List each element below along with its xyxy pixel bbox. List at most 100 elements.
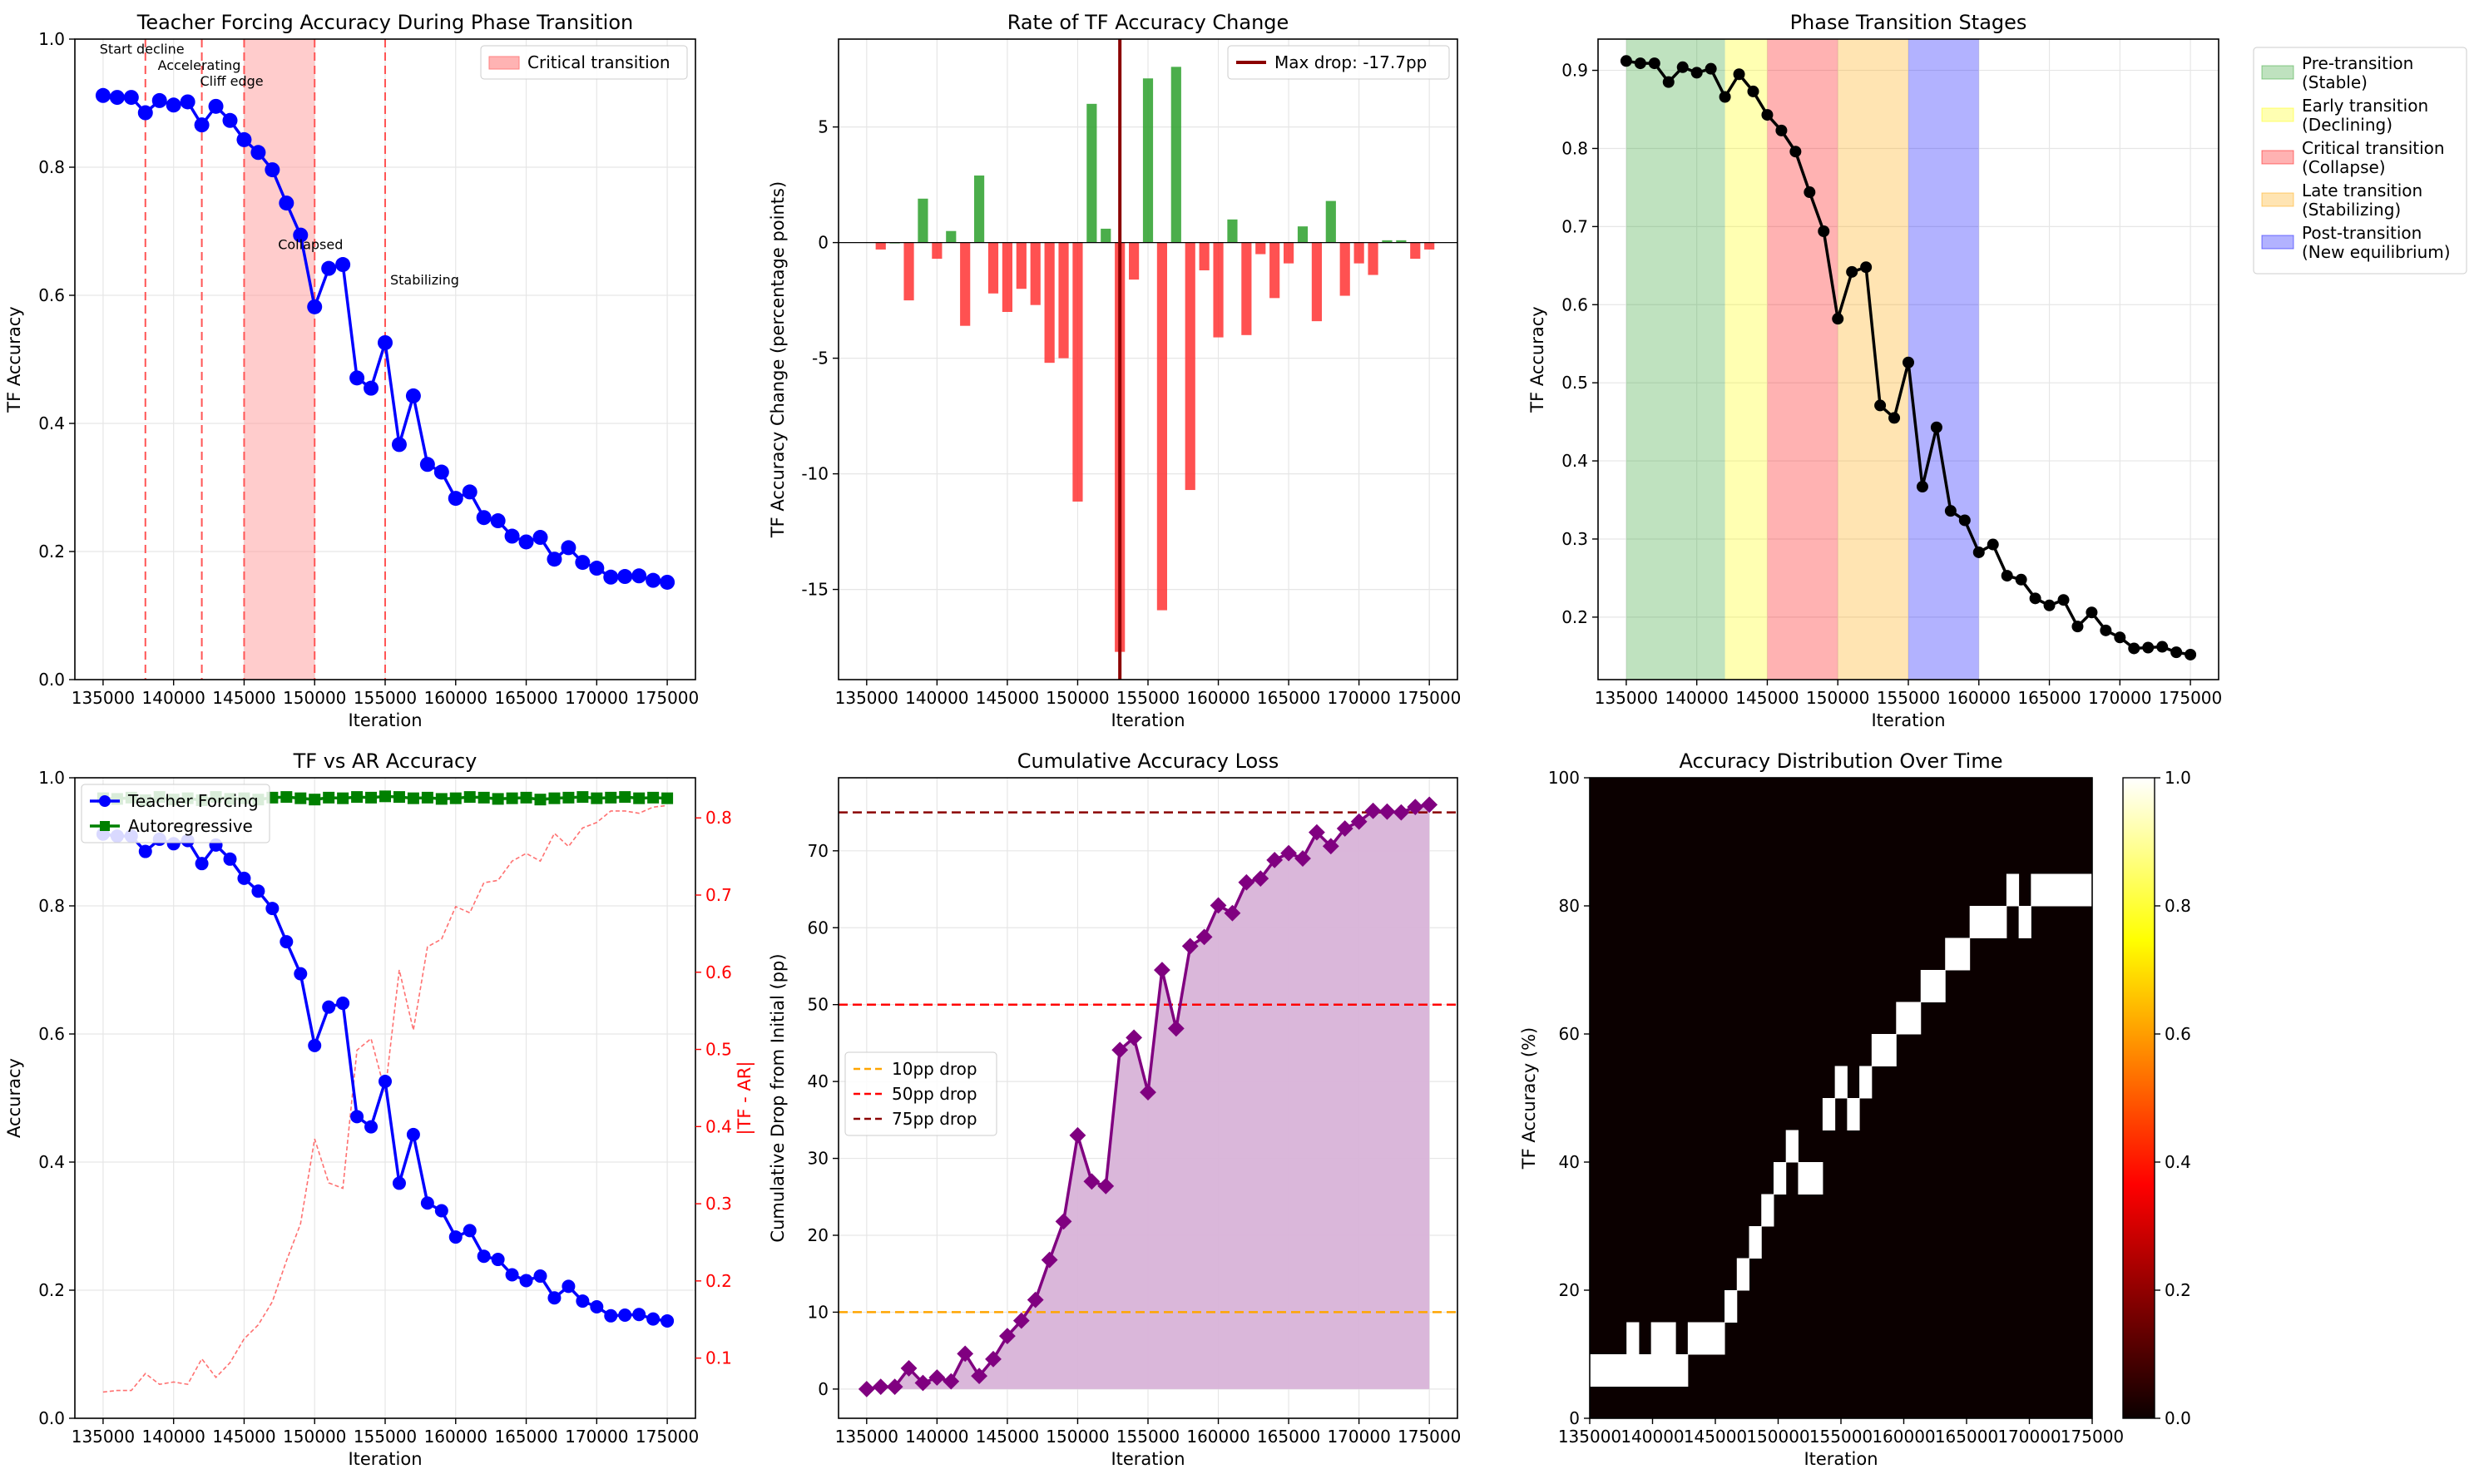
teacher-forcing-point bbox=[280, 935, 294, 949]
autoregressive-point bbox=[323, 791, 335, 804]
autoregressive-point bbox=[506, 792, 518, 804]
cumulative-point bbox=[985, 1350, 1002, 1368]
y2-tick-label: 0.5 bbox=[705, 1040, 732, 1060]
tf-accuracy-point bbox=[2156, 641, 2169, 653]
tf-accuracy-point bbox=[1705, 62, 1717, 75]
change-bar bbox=[1368, 242, 1378, 275]
change-bar bbox=[1199, 242, 1210, 270]
teacher-forcing-point bbox=[420, 1196, 434, 1210]
cumulative-point bbox=[1350, 813, 1368, 830]
y-tick-label: -10 bbox=[801, 464, 829, 484]
cumulative-point bbox=[1266, 852, 1284, 868]
teacher-forcing-point bbox=[237, 871, 251, 885]
tf-accuracy-point bbox=[2142, 641, 2155, 654]
y-axis-label: TF Accuracy bbox=[4, 306, 24, 413]
cumulative-point bbox=[1111, 1041, 1129, 1059]
legend-label: Late transition bbox=[2302, 181, 2422, 200]
heatmap-cell bbox=[2055, 873, 2069, 907]
y-tick-label: 60 bbox=[1559, 1024, 1580, 1044]
autoregressive-point bbox=[294, 792, 307, 804]
cumulative-point bbox=[1393, 804, 1410, 821]
x-tick-label: 140000 bbox=[142, 688, 205, 708]
change-bar bbox=[1086, 103, 1097, 243]
annotation: Accelerating bbox=[158, 57, 241, 73]
tf-accuracy-point bbox=[433, 464, 449, 480]
tf-accuracy-point bbox=[476, 510, 492, 526]
heatmap-cell bbox=[1590, 1354, 1603, 1387]
teacher-forcing-point bbox=[392, 1176, 406, 1190]
legend-label: 50pp drop bbox=[892, 1084, 977, 1104]
y2-tick-label: 0.8 bbox=[705, 808, 732, 828]
tf-accuracy-point bbox=[1804, 186, 1816, 199]
heatmap-cell bbox=[2006, 873, 2020, 907]
y-tick-label: 40 bbox=[808, 1071, 829, 1091]
tf-accuracy-point bbox=[2029, 592, 2041, 605]
legend-label: 75pp drop bbox=[892, 1109, 977, 1129]
x-tick-label: 145000 bbox=[212, 1427, 275, 1447]
heatmap-cell bbox=[1650, 1354, 1664, 1387]
y-tick-label: -5 bbox=[812, 349, 829, 369]
x-tick-label: 170000 bbox=[565, 688, 628, 708]
y-tick-label: 0.0 bbox=[38, 1408, 65, 1428]
y-axis-label: TF Accuracy (%) bbox=[1519, 1027, 1539, 1170]
y-tick-label: 5 bbox=[818, 117, 829, 137]
heatmap-cell bbox=[1700, 1322, 1713, 1355]
y2-tick-label: 0.1 bbox=[705, 1348, 732, 1368]
stage-span bbox=[1838, 39, 1908, 680]
autoregressive-point bbox=[351, 791, 364, 804]
x-tick-label: 160000 bbox=[1186, 1427, 1249, 1447]
teacher-forcing-point bbox=[590, 1300, 604, 1314]
tf-accuracy-point bbox=[1733, 68, 1745, 81]
change-bar bbox=[987, 242, 999, 294]
change-bar bbox=[1142, 78, 1154, 243]
tf-accuracy-point bbox=[2114, 631, 2126, 644]
change-bar bbox=[1044, 242, 1055, 364]
tf-accuracy-point bbox=[180, 94, 195, 110]
p5-content bbox=[839, 796, 1457, 1397]
teacher-forcing-point bbox=[448, 1230, 463, 1244]
tf-accuracy-point bbox=[2043, 599, 2056, 611]
heatmap-cell bbox=[1687, 1322, 1701, 1355]
x-tick-label: 165000 bbox=[1257, 688, 1320, 708]
x-tick-label: 145000 bbox=[976, 688, 1039, 708]
y-tick-label: 20 bbox=[808, 1225, 829, 1245]
teacher-forcing-point bbox=[604, 1308, 618, 1323]
tf-accuracy-point bbox=[378, 334, 393, 350]
y-tick-label: 100 bbox=[1548, 768, 1580, 788]
change-bar bbox=[1030, 242, 1041, 305]
change-bar bbox=[1101, 228, 1111, 243]
tf-accuracy-point bbox=[1648, 57, 1660, 70]
heatmap-cell bbox=[1798, 1162, 1811, 1195]
cumulative-point bbox=[928, 1369, 946, 1386]
tf-accuracy-point bbox=[1944, 505, 1957, 517]
tf-accuracy-point bbox=[2071, 621, 2084, 633]
tf-accuracy-point bbox=[405, 388, 421, 403]
legend-box bbox=[2253, 47, 2467, 275]
cumulative-point bbox=[1407, 799, 1424, 816]
tf-accuracy-point bbox=[631, 568, 647, 584]
x-tick-label: 160000 bbox=[1186, 688, 1249, 708]
p4-legend: Teacher Forcing Autoregressive bbox=[81, 784, 270, 843]
change-bar bbox=[1185, 242, 1195, 491]
autoregressive-point bbox=[562, 791, 575, 804]
y-tick-label: 0.4 bbox=[38, 413, 65, 433]
tf-accuracy-point bbox=[660, 574, 675, 590]
p4-right-axis: 0.1 0.2 0.3 0.4 0.5 0.6 0.7 0.8 |TF - AR| bbox=[695, 808, 755, 1368]
y-tick-label: 0.4 bbox=[1561, 451, 1588, 471]
y-tick-label: 0.6 bbox=[38, 1024, 65, 1044]
x-tick-label: 155000 bbox=[354, 688, 417, 708]
tf-accuracy-point bbox=[1662, 76, 1675, 88]
cumulative-point bbox=[1224, 904, 1241, 922]
x-tick-label: 165000 bbox=[494, 1427, 557, 1447]
tf-accuracy-point bbox=[518, 534, 534, 550]
tf-accuracy-point bbox=[1818, 225, 1830, 237]
x-tick-label: 140000 bbox=[905, 688, 968, 708]
tf-accuracy-point bbox=[1789, 146, 1802, 158]
p2-frame: 135000 140000 145000 150000 155000 160000 1650… bbox=[768, 11, 1461, 730]
tf-accuracy-point bbox=[2057, 594, 2070, 606]
tf-accuracy-point bbox=[1690, 67, 1703, 79]
x-tick-label: 150000 bbox=[283, 1427, 346, 1447]
x-axis-label: Iteration bbox=[1804, 1449, 1878, 1469]
teacher-forcing-point bbox=[322, 1000, 336, 1014]
